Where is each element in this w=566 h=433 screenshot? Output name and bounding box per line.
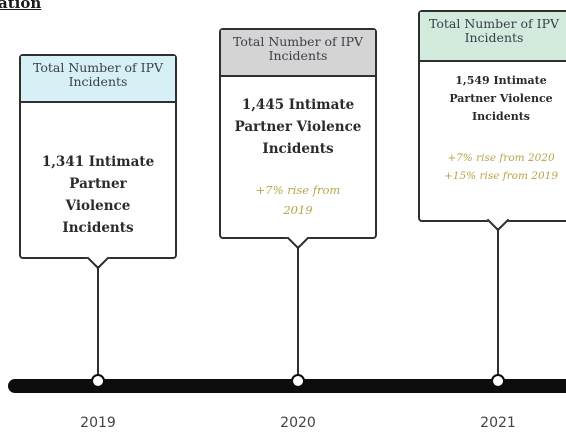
card-2019-count: 1,341 Intimate Partner Violence Incident… (41, 154, 155, 236)
timeline-axis (8, 379, 566, 393)
card-2019-header-text: Total Number of IPV Incidents (32, 60, 164, 89)
card-2020-count: 1,445 Intimate Partner Violence Incident… (234, 97, 362, 157)
year-label-2019: 2019 (80, 415, 116, 431)
card-2019: Total Number of IPV Incidents 1,341 Inti… (19, 54, 177, 259)
card-2020-header: Total Number of IPV Incidents (221, 30, 375, 77)
card-2020: Total Number of IPV Incidents 1,445 Inti… (219, 28, 377, 239)
card-2021-count: 1,549 Intimate Partner Violence Incident… (449, 74, 553, 123)
year-label-2020: 2020 (280, 415, 316, 431)
card-2020-stem (297, 246, 299, 374)
card-2021-stem (497, 228, 499, 374)
timeline-node-2020 (291, 374, 305, 388)
card-2021-header: Total Number of IPV Incidents (420, 12, 566, 62)
year-label-2021: 2021 (480, 415, 516, 431)
page-heading-fragment: ation (0, 0, 42, 12)
card-2019-stem (97, 266, 99, 374)
card-2020-rise: +7% rise from 2019 (255, 183, 341, 217)
card-2021-rise-1: +7% rise from 2020 (447, 152, 555, 164)
card-2020-header-text: Total Number of IPV Incidents (232, 34, 364, 63)
card-2019-header: Total Number of IPV Incidents (21, 56, 175, 103)
timeline-node-2021 (491, 374, 505, 388)
card-2021-header-text: Total Number of IPV Incidents (428, 16, 560, 45)
timeline-node-2019 (91, 374, 105, 388)
card-2021: Total Number of IPV Incidents 1,549 Inti… (418, 10, 566, 222)
card-2021-rise-2: +15% rise from 2019 (443, 170, 559, 182)
